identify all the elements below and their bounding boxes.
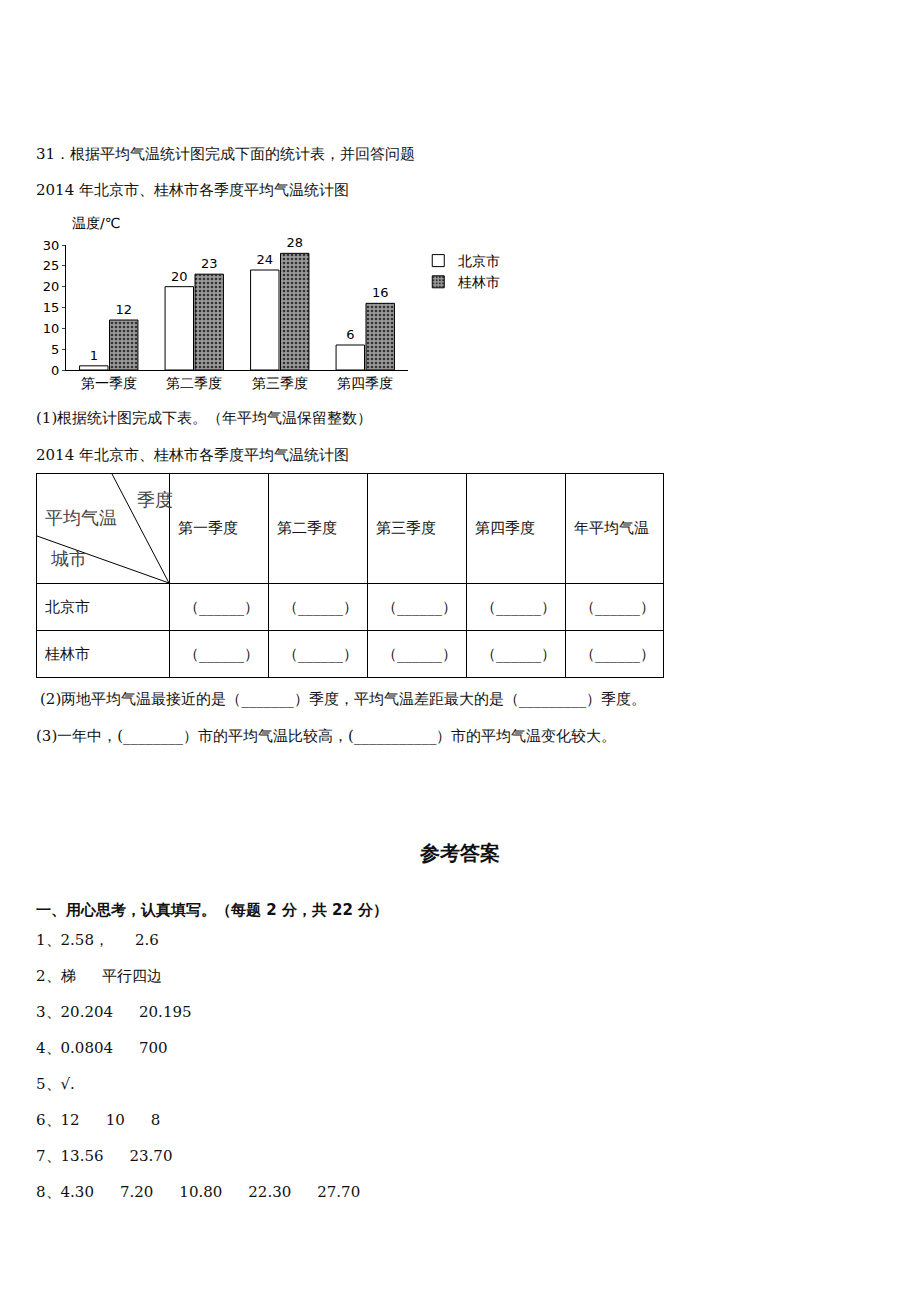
html-text:3、20.204: 3、20.204 [36,1003,113,1021]
svg-text:20: 20 [43,279,60,294]
svg-text:30: 30 [43,238,60,253]
html-text:年平均气温: 年平均气温 [574,519,649,537]
html-text:8: 8 [150,1111,161,1129]
html-text:7.20: 7.20 [120,1183,154,1201]
html-text:23.70: 23.70 [129,1147,173,1165]
svg-text:23: 23 [201,256,218,271]
html-text:6、12: 6、12 [36,1111,80,1129]
html-text:8、4.30: 8、4.30 [36,1183,94,1201]
svg-text:6: 6 [346,327,354,342]
html-text:季度: 季度 [137,489,173,510]
html-text:2014 年北京市、桂林市各季度平均气温统计图: 2014 年北京市、桂林市各季度平均气温统计图 [36,181,349,199]
svg-text:25: 25 [43,258,60,273]
html-text:桂林市: 桂林市 [45,644,90,663]
svg-text:第一季度: 第一季度 [81,375,137,391]
html-text:第一季度: 第一季度 [178,519,238,537]
html-text:(1)根据统计图完成下表。（年平均气温保留整数）: (1)根据统计图完成下表。（年平均气温保留整数） [36,409,373,427]
html-text:(3)一年中，(________）市的平均气温比较高，(__: (3)一年中，(________）市的平均气温比较高，(___________）… [36,727,617,745]
html-text:平均气温: 平均气温 [45,507,117,528]
html-text:10: 10 [105,1111,125,1129]
html-text:7、13.56: 7、13.56 [36,1147,104,1165]
svg-text:24: 24 [257,252,274,267]
html-text:第二季度: 第二季度 [277,519,337,537]
html-text:31．根据平均气温统计图完成下面的统计表，并回答问题: 31．根据平均气温统计图完成下面的统计表，并回答问题 [36,145,416,163]
svg-text:第二季度: 第二季度 [166,375,222,391]
svg-text:桂林市: 桂林市 [457,274,500,290]
svg-text:1: 1 [90,348,98,363]
html-text:22.30: 22.30 [248,1183,292,1201]
html-text:1、2.58，: 1、2.58， [36,931,109,949]
svg-text:北京市: 北京市 [458,253,500,269]
html-text:27.70: 27.70 [317,1183,361,1201]
html-text:城市: 城市 [51,548,87,569]
html-text:平行四边: 平行四边 [101,967,162,985]
svg-text:12: 12 [115,302,132,317]
html-text:4、0.0804: 4、0.0804 [36,1039,113,1057]
svg-text:10: 10 [43,321,60,336]
html-text:第三季度: 第三季度 [376,519,436,537]
svg-text:16: 16 [372,285,389,300]
svg-text:第三季度: 第三季度 [252,375,308,391]
html-text:第四季度: 第四季度 [475,519,535,537]
svg-text:20: 20 [171,269,188,284]
svg-text:温度/℃: 温度/℃ [72,215,120,231]
svg-text:0: 0 [51,363,59,378]
html-text:20.195: 20.195 [139,1003,192,1021]
html-text:2014 年北京市、桂林市各季度平均气温统计图: 2014 年北京市、桂林市各季度平均气温统计图 [36,446,349,464]
html-text:10.80: 10.80 [179,1183,223,1201]
html-text:2.6: 2.6 [135,931,159,949]
svg-text:第四季度: 第四季度 [337,375,393,391]
html-text:参考答案: 参考答案 [420,841,500,865]
html-text:北京市: 北京市 [45,597,90,616]
html-text:2、梯: 2、梯 [36,967,76,985]
html-text:700: 700 [139,1039,168,1057]
html-text:5、√.: 5、√. [36,1075,75,1093]
svg-text:5: 5 [51,342,59,357]
svg-text:15: 15 [43,300,60,315]
html-text:(2)两地平均气温最接近的是（_______）季度，平均气温: (2)两地平均气温最接近的是（_______）季度，平均气温差距最大的是（___… [40,690,647,708]
svg-text:28: 28 [286,235,303,250]
html-text:一、用心思考，认真填写。（每题 2 分，共 22 分）: 一、用心思考，认真填写。（每题 2 分，共 22 分） [36,901,389,919]
